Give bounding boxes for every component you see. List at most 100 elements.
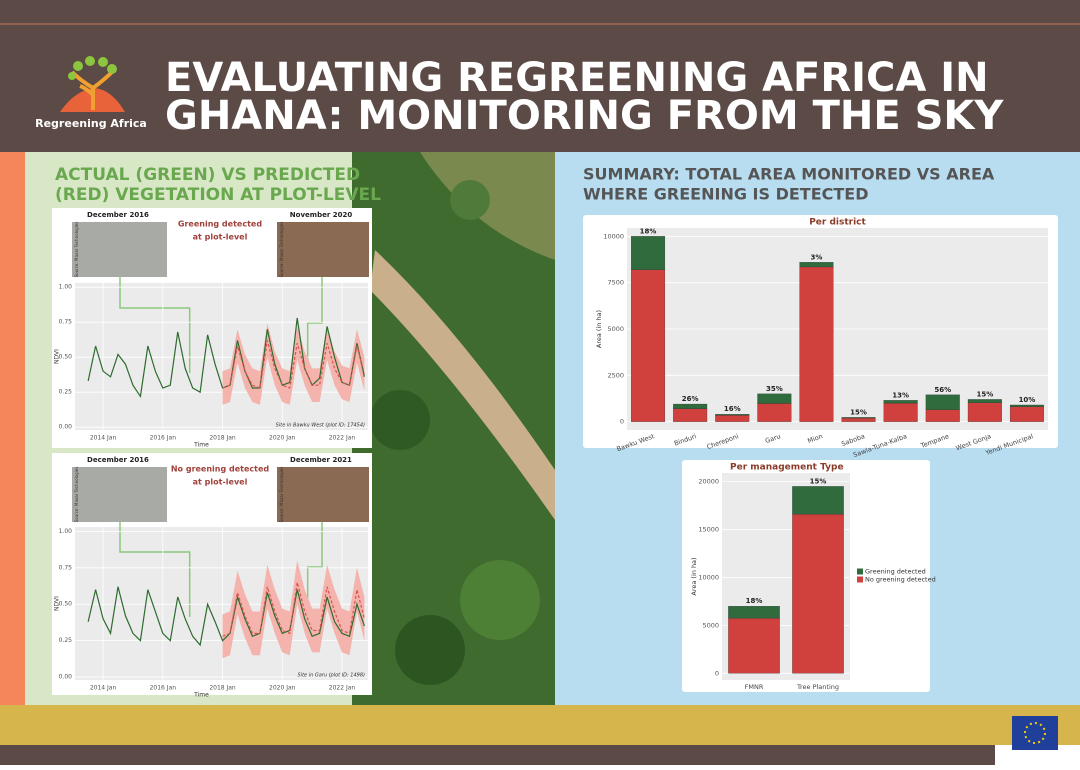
aerial-field — [352, 152, 555, 260]
legend-swatch — [857, 576, 863, 583]
y-tick-label: 0.75 — [59, 564, 73, 571]
logo-leaf — [98, 57, 108, 67]
annotation: Greening detected — [178, 220, 262, 229]
y-axis-label: NDVI — [54, 349, 61, 364]
y-axis-label: Area (in ha) — [690, 557, 698, 595]
x-tick-label: 2018 Jan — [209, 435, 236, 442]
series-line — [87, 586, 365, 647]
bar-segment — [967, 399, 1002, 403]
logo-leaf — [68, 72, 76, 80]
thumbnail — [72, 222, 167, 277]
bar-segment — [841, 417, 876, 422]
y-tick-label: 15000 — [698, 526, 719, 534]
thumbnail — [277, 467, 369, 522]
logo-text: Regreening Africa — [35, 117, 147, 130]
image-source: Source: Maxar Technologies — [279, 467, 284, 523]
aerial-image — [352, 152, 555, 705]
image-source: Source: Maxar Technologies — [279, 222, 284, 278]
bar-segment — [799, 266, 834, 422]
right-heading: SUMMARY: TOTAL AREA MONITORED VS AREA — [583, 165, 995, 184]
series-line — [87, 317, 366, 399]
eu-stars — [1024, 722, 1046, 744]
bar-top-label: 13% — [892, 391, 909, 399]
bar-segment — [792, 514, 844, 674]
bar-top-label: 18% — [640, 227, 657, 235]
left-heading: (RED) VEGETATION AT PLOT-LEVEL — [55, 185, 381, 205]
bar-segment — [631, 269, 666, 422]
aerial-canopy — [395, 615, 465, 685]
aerial-canopy — [370, 390, 430, 450]
aerial-road — [370, 250, 555, 520]
side-strip — [0, 152, 25, 705]
y-tick-label: 0.25 — [59, 637, 73, 644]
bar-segment — [728, 606, 780, 619]
x-axis-label: Time — [193, 692, 209, 699]
x-tick-label: 2022 Jan — [329, 685, 356, 692]
bar-segment — [792, 486, 844, 515]
connector — [119, 522, 191, 617]
bar-segment — [673, 403, 708, 409]
title: GHANA: MONITORING FROM THE SKY — [165, 93, 1004, 139]
bar-top-label: 10% — [1019, 396, 1036, 404]
bar-top-label: 15% — [850, 408, 867, 416]
bar-segment — [673, 408, 708, 422]
title: EVALUATING REGREENING AFRICA IN — [165, 55, 989, 101]
image-source: Source: Maxar Technologies — [74, 467, 79, 523]
y-tick-label: 0 — [715, 669, 719, 677]
legend-swatch — [857, 568, 863, 575]
date-label: November 2020 — [290, 211, 353, 219]
left-heading: ACTUAL (GREEN) VS PREDICTED — [55, 165, 360, 185]
y-axis-label: Area (in ha) — [595, 310, 603, 348]
legend-label: Greening detected — [865, 568, 926, 576]
bar-segment — [883, 400, 918, 404]
logo-leaf — [107, 64, 117, 74]
bar-segment — [1009, 404, 1044, 407]
x-tick-label: 2014 Jan — [90, 685, 117, 692]
chart-title: Per district — [809, 218, 866, 228]
footer-bar — [0, 745, 995, 765]
y-tick-label: 1.00 — [59, 528, 73, 535]
bar-top-label: 18% — [746, 597, 763, 605]
bar-top-label: 35% — [766, 385, 783, 393]
bar-top-label: 26% — [682, 395, 699, 403]
bar-segment — [841, 417, 876, 419]
logo-leaf — [73, 61, 83, 71]
bar-top-label: 3% — [811, 253, 823, 261]
y-tick-label: 0.00 — [59, 674, 73, 681]
y-tick-label: 0 — [620, 418, 624, 426]
caption: Site in Garu (plot ID: 1498) — [298, 673, 366, 679]
bar-segment — [799, 262, 834, 268]
thumbnail — [277, 222, 369, 277]
y-tick-label: 1.00 — [59, 284, 73, 291]
x-tick-label: 2022 Jan — [329, 435, 356, 442]
x-tick-label: Tree Planting — [796, 683, 839, 691]
x-tick-label: 2016 Jan — [150, 685, 177, 692]
thumbnail — [72, 467, 167, 522]
image-source: Source: Maxar Technologies — [74, 222, 79, 278]
legend-label: No greening detected — [865, 576, 936, 584]
bar-top-label: 15% — [976, 390, 993, 398]
date-label: December 2021 — [290, 456, 352, 464]
right-heading: WHERE GREENING IS DETECTED — [583, 185, 869, 204]
bar-segment — [883, 402, 918, 422]
bar-segment — [715, 415, 750, 422]
y-tick-label: 0.25 — [59, 389, 73, 396]
chart-title: Per management Type — [730, 463, 844, 473]
bar-top-label: 16% — [724, 405, 741, 413]
y-tick-label: 0.00 — [59, 424, 73, 431]
y-tick-label: 10000 — [698, 573, 719, 581]
annotation: at plot-level — [193, 478, 248, 487]
bar-segment — [715, 414, 750, 416]
x-tick-label: 2020 Jan — [269, 685, 296, 692]
y-tick-label: 0.75 — [59, 319, 73, 326]
x-tick-label: 2020 Jan — [269, 435, 296, 442]
y-tick-label: 20000 — [698, 478, 719, 486]
y-axis-label: NDVI — [54, 596, 61, 611]
y-tick-label: 5000 — [702, 621, 719, 629]
logo — [60, 56, 125, 112]
annotation: No greening detected — [171, 465, 270, 474]
bar-top-label: 56% — [934, 386, 951, 394]
date-label: December 2016 — [87, 456, 149, 464]
header-bg — [0, 0, 1080, 152]
